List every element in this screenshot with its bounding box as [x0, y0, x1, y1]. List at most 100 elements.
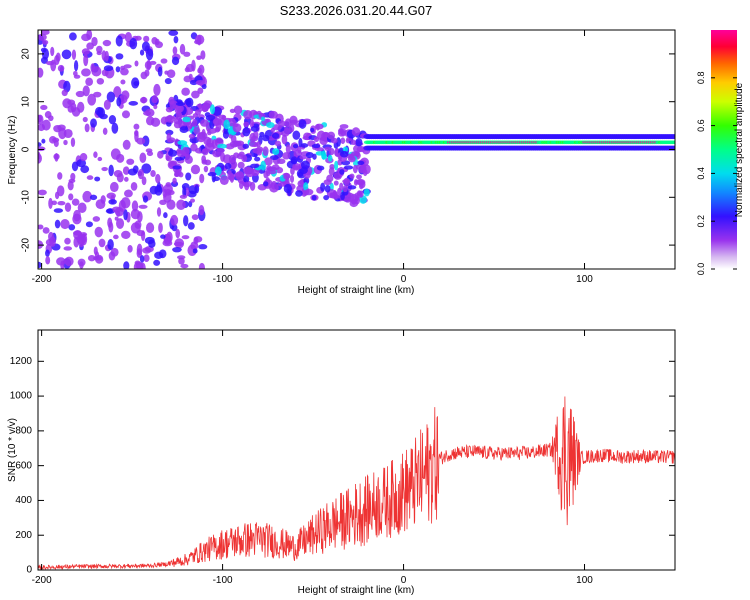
colorbar: 0.0 0.2 0.4 0.6 0.8 Normalized spectral ampl… — [696, 30, 745, 275]
spectrogram-cell — [73, 60, 79, 72]
spectrogram-cell — [198, 262, 205, 269]
spectrogram-cell — [61, 89, 68, 97]
spectrogram-cell — [115, 66, 121, 73]
y-tick-label: 1200 — [10, 356, 33, 367]
spectrogram-cell — [172, 177, 177, 184]
spectrogram-cell — [38, 153, 42, 164]
spectrogram-cell — [228, 154, 237, 164]
spectrogram-cell — [219, 175, 229, 186]
spectrogram-cell — [162, 239, 173, 247]
spectrogram-cell — [340, 137, 346, 144]
spectrogram-cell — [179, 43, 186, 55]
spectrogram-cell — [212, 117, 222, 126]
spectrogram-cell — [198, 64, 205, 75]
colorbar-tick-label: 0.0 — [696, 263, 706, 276]
spectrogram-cell — [90, 118, 97, 128]
spectrogram-cell — [214, 166, 222, 176]
spectrogram-cell — [113, 86, 122, 98]
spectrogram-cell — [260, 116, 265, 122]
spectrogram-cells — [38, 30, 675, 269]
spectrogram-cell — [269, 182, 279, 193]
spectrogram-cell — [108, 164, 114, 177]
y-tick-label: -20 — [21, 237, 32, 252]
spectrogram-cell — [77, 202, 87, 214]
spectrogram-cell — [54, 191, 60, 200]
spectrogram-cell — [57, 201, 66, 206]
spectrogram-cell — [57, 172, 63, 180]
spectrogram-cell — [140, 71, 148, 80]
spectrogram-cell — [304, 188, 314, 196]
spectrogram-cell — [54, 219, 61, 229]
spectrogram-cell — [323, 194, 330, 201]
spectrogram-cell — [151, 94, 158, 104]
spectrogram-cell — [357, 160, 365, 165]
spectrogram-cell — [181, 87, 190, 96]
spectrogram-cell — [110, 148, 121, 160]
spectrogram-cell — [182, 186, 187, 198]
spectrogram-cell — [52, 137, 60, 143]
spectrogram-cell — [187, 222, 195, 230]
spectrogram-cell — [142, 135, 150, 147]
spectrogram-cell — [69, 32, 77, 41]
spectrogram-cell — [207, 130, 212, 136]
snr-x-ticks: -200 -100 0 100 — [32, 330, 593, 586]
spectrogram-y-ticks: -20 -10 0 10 20 — [21, 48, 675, 252]
spectrogram-cell — [315, 123, 320, 131]
spectrogram-cell — [299, 155, 307, 160]
spectrogram-cell — [249, 118, 255, 129]
spectrogram-cell — [363, 188, 370, 197]
spectrogram-cell — [262, 146, 269, 157]
spectrogram-cell — [173, 118, 182, 125]
spectrogram-cell — [235, 171, 245, 181]
spectrogram-cell — [150, 169, 156, 178]
spectrogram-cell — [40, 47, 47, 53]
spectrogram-cell — [282, 152, 291, 160]
spectrogram-cell — [40, 104, 48, 111]
spectrogram-cell — [265, 167, 271, 177]
spectrogram-cell — [343, 177, 351, 186]
spectrogram-cell — [185, 172, 192, 181]
spectrogram-cell — [355, 164, 365, 171]
spectrogram-cell — [278, 120, 287, 127]
colorbar-ticks: 0.0 0.2 0.4 0.6 0.8 — [696, 72, 737, 276]
spectrogram-cell — [38, 33, 47, 41]
spectrogram-cell — [172, 246, 182, 253]
spectrogram-cell — [194, 39, 202, 45]
spectrogram-cell — [89, 194, 98, 201]
spectrogram-cell — [136, 248, 143, 259]
spectrogram-cell — [191, 59, 196, 72]
spectrogram-cell — [354, 192, 360, 202]
spectrogram-cell — [199, 173, 205, 184]
snr-x-label: Height of straight line (km) — [298, 585, 415, 596]
spectrogram-cell — [241, 154, 248, 163]
spectrogram-cell — [38, 142, 42, 147]
spectrogram-cell — [242, 127, 251, 137]
spectrogram-cell — [194, 184, 200, 194]
spectrogram-cell — [82, 116, 88, 123]
spectrogram-cell — [133, 81, 140, 86]
spectrogram-cell — [164, 70, 169, 75]
spectrogram-cell — [153, 259, 161, 266]
spectrogram-cell — [49, 236, 56, 247]
spectrogram-cell — [57, 124, 66, 131]
spectrogram-cell — [108, 199, 117, 205]
spectrogram-cell — [183, 75, 192, 83]
spectrogram-cell — [340, 191, 345, 201]
spectrogram-cell — [201, 148, 209, 156]
spectrogram-cell — [347, 155, 356, 163]
spectrogram-cell — [111, 122, 119, 134]
y-tick-label: 1000 — [10, 391, 33, 402]
spectrogram-cell — [82, 85, 90, 97]
spectrogram-cell — [671, 140, 675, 145]
spectrogram-cell — [333, 180, 339, 186]
spectrogram-cell — [339, 182, 344, 191]
spectrogram-cell — [223, 119, 230, 130]
spectrogram-cell — [73, 230, 83, 240]
spectrogram-cell — [45, 256, 51, 265]
spectrogram-cell — [292, 130, 301, 140]
spectrogram-cell — [243, 121, 250, 128]
spectrogram-cell — [269, 155, 279, 161]
spectrogram-cell — [179, 126, 189, 133]
spectrogram-cell — [339, 124, 349, 129]
